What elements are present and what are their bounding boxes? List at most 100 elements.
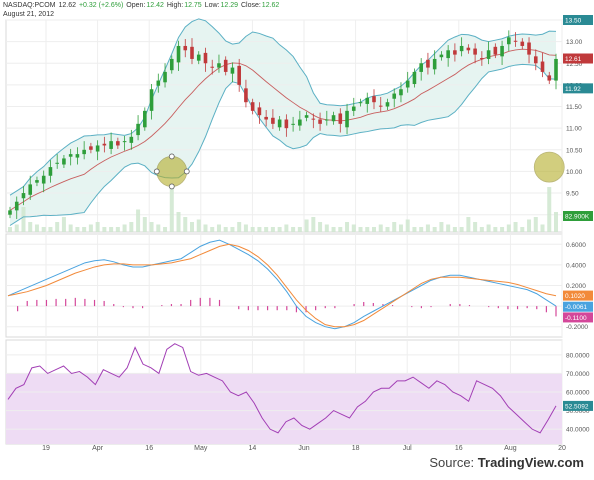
bollinger-upper-line <box>9 18 557 196</box>
candle-body <box>143 110 147 128</box>
highlight-circle <box>533 151 565 183</box>
volume-bar <box>304 219 309 232</box>
x-tick-label: May <box>194 445 208 452</box>
volume-bar <box>28 222 33 232</box>
volume-bar <box>331 227 336 232</box>
close-label: Close: <box>240 2 261 9</box>
y-tick-label: 10.50 <box>566 147 583 154</box>
y-tick-label: 0.4000 <box>566 262 586 269</box>
volume-bar <box>129 222 134 232</box>
candle-body <box>486 50 491 59</box>
value-tag <box>563 301 593 312</box>
value-tag <box>563 290 593 301</box>
candle-body <box>68 154 73 157</box>
candle-body <box>311 118 316 120</box>
volume-bar <box>473 222 478 232</box>
candle-body <box>244 88 248 103</box>
candle-body <box>271 117 275 124</box>
y-tick-label: 0.6000 <box>566 242 586 249</box>
volume-bar <box>358 227 363 232</box>
candle-body <box>547 75 552 81</box>
volume-bar <box>169 187 174 232</box>
volume-bar <box>216 224 221 232</box>
volume-bar <box>203 224 208 232</box>
x-tick-label: 16 <box>455 445 463 452</box>
candle-body <box>426 59 430 68</box>
volume-bar <box>136 209 141 232</box>
volume-bar <box>324 224 329 232</box>
value-tag-label: 0.1020 <box>565 293 585 300</box>
candle-body <box>378 105 383 107</box>
candle-body <box>109 141 113 149</box>
volume-bar <box>392 222 397 232</box>
candle-body <box>55 162 59 164</box>
y-tick-label: 11.50 <box>566 104 582 111</box>
volume-tag <box>563 211 593 221</box>
candle-body <box>14 201 19 211</box>
volume-bar <box>277 227 282 232</box>
candle-body <box>8 210 12 215</box>
volume-bar <box>500 227 505 232</box>
high-label: High: <box>166 2 184 9</box>
volume-bar <box>291 227 296 232</box>
candle-body <box>372 96 376 103</box>
candle-body <box>82 149 86 155</box>
candle-body <box>75 154 80 158</box>
volume-bar <box>311 217 316 232</box>
volume-bar <box>533 217 538 232</box>
open-value: 12.42 <box>146 2 164 9</box>
candle-body <box>116 141 120 146</box>
candle-body <box>264 116 268 120</box>
source-name: TradingView.com <box>477 455 584 470</box>
volume-bar <box>318 222 323 232</box>
volume-bar <box>398 224 403 232</box>
x-tick-label: Jul <box>403 445 412 452</box>
volume-bar <box>109 227 114 232</box>
volume-bar <box>425 224 430 232</box>
volume-bar <box>540 224 545 232</box>
volume-bar <box>68 224 73 232</box>
low-label: Low: <box>204 2 220 9</box>
volume-bar <box>183 217 188 232</box>
candle-body <box>190 46 194 59</box>
volume-bar <box>163 227 168 232</box>
volume-bar <box>345 222 350 232</box>
x-tick-label: Aug <box>504 445 517 452</box>
volume-bar <box>230 227 235 232</box>
x-tick-label: 20 <box>558 445 566 452</box>
candle-body <box>345 110 349 128</box>
candle-body <box>520 41 525 46</box>
candle-body <box>540 61 545 72</box>
y-tick-label: 60.0000 <box>566 390 590 397</box>
candle-body <box>459 45 464 52</box>
candle-body <box>358 102 363 104</box>
candle-body <box>331 115 336 122</box>
volume-bar <box>21 207 26 232</box>
candle-body <box>453 50 457 55</box>
candle-body <box>129 136 134 143</box>
highlight-handle <box>153 168 160 175</box>
low-value: 12.29 <box>220 2 238 9</box>
source-credit[interactable]: Source: TradingView.com <box>429 455 584 470</box>
candle-body <box>365 97 370 104</box>
volume-bar <box>486 224 491 232</box>
candle-body <box>298 119 302 126</box>
chart-header: NASDAQ:PCOM 12.62 +0.32 (+2.6%) Open:12.… <box>3 2 280 9</box>
candle-body <box>500 45 504 57</box>
volume-bar <box>297 227 302 232</box>
candle-body <box>28 184 33 195</box>
value-tag <box>563 312 593 323</box>
volume-bar <box>115 227 120 232</box>
value-tag <box>563 15 593 25</box>
volume-bar <box>122 224 127 232</box>
symbol-label: NASDAQ:PCOM <box>3 2 56 9</box>
candle-body <box>527 42 531 55</box>
candle-body <box>183 45 188 51</box>
highlight-circle <box>156 156 188 187</box>
candle-body <box>291 123 295 125</box>
candle-body <box>41 175 46 184</box>
volume-bar <box>351 224 356 232</box>
macd-line <box>7 239 557 330</box>
volume-bar <box>284 224 289 232</box>
